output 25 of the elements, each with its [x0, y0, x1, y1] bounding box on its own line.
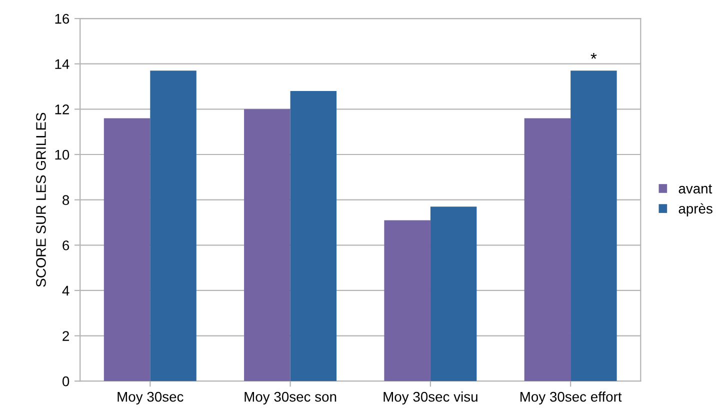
x-tick-label: Moy 30sec visu: [384, 392, 478, 404]
y-axis-title: SCORE SUR LES GRILLES: [36, 112, 46, 287]
y-tick-label: 8: [62, 195, 70, 205]
bar: [384, 220, 430, 382]
y-tick-label: 16: [55, 14, 70, 24]
x-tick-label: Moy 30sec: [118, 392, 184, 404]
bar: [104, 118, 150, 382]
y-tick-label: 12: [55, 104, 69, 114]
annotation: *: [590, 52, 597, 59]
bar: [570, 70, 617, 382]
y-tick-label: 4: [62, 286, 70, 296]
bar: [290, 91, 337, 382]
x-tick-label: Moy 30sec son: [244, 392, 336, 404]
bar: [524, 118, 571, 382]
legend-label: avant: [678, 184, 712, 194]
x-tick-label: Moy 30sec effort: [520, 392, 622, 404]
y-tick-label: 2: [62, 331, 69, 341]
y-tick-label: 14: [55, 59, 70, 69]
y-tick-label: 10: [55, 150, 70, 160]
y-tick-label: 0: [62, 376, 70, 386]
legend-label: après: [678, 203, 712, 216]
bar: [150, 70, 196, 382]
bar: [430, 206, 477, 382]
bar: [244, 109, 290, 382]
y-tick-label: 6: [62, 240, 70, 250]
